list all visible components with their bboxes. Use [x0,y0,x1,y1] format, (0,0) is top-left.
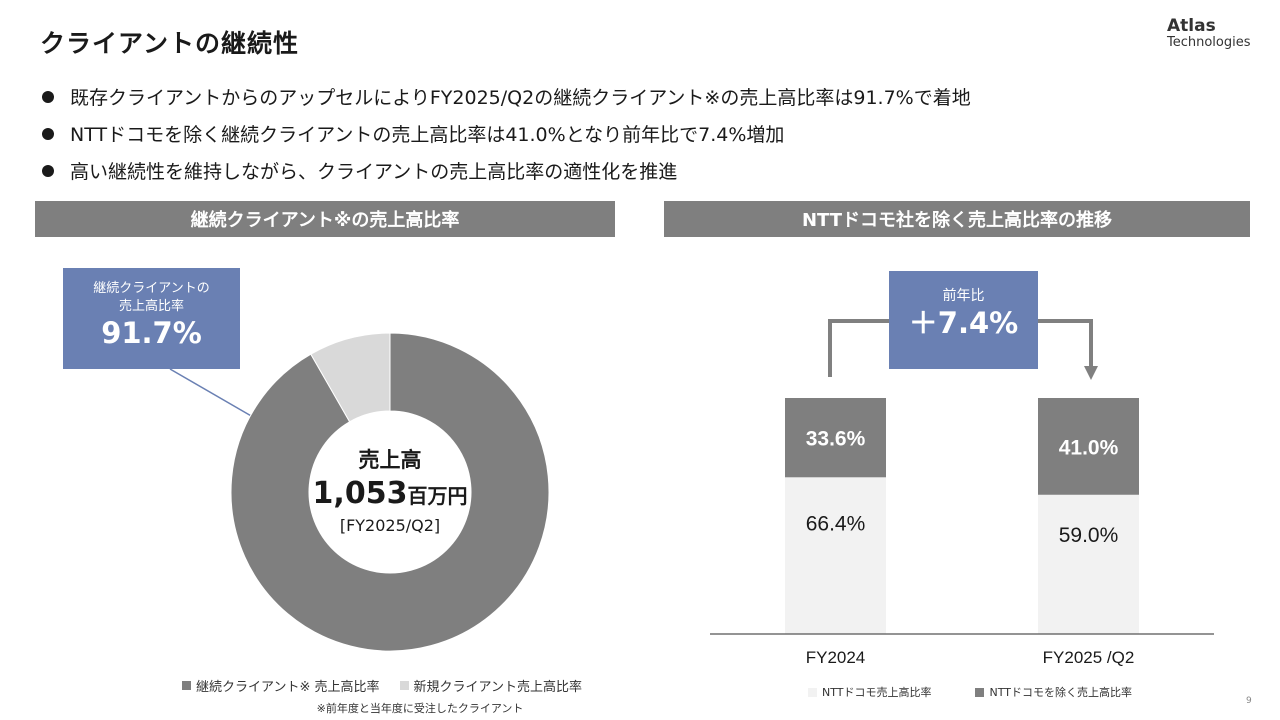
bullet-item: 高い継続性を維持しながら、クライアントの売上高比率の適性化を推進 [40,152,971,189]
legend-item-excl-docomo: NTTドコモを除く売上高比率 [975,684,1132,700]
callout-label-line-2: 売上高比率 [118,299,184,314]
yoy-value: ＋7.4% [908,306,1019,340]
yoy-label: 前年比 [942,288,985,304]
summary-bullets: 既存クライアントからのアップセルによりFY2025/Q2の継続クライアント※の売… [40,78,971,189]
callout-value: 91.7% [101,316,202,350]
bar-docomo-1 [1038,494,1139,634]
bullet-dot-icon [42,164,54,177]
center-value: 1,053百万円 [300,476,480,514]
legend-item-retained: 継続クライアント※ 売上高比率 [182,676,380,695]
bar-excl-docomo-1 [1038,398,1139,495]
donut-slice-1 [310,332,391,423]
bar-docomo-0 [785,477,886,634]
bar-label-docomo: 66.4% [806,513,866,536]
stacked-bar-chart: 33.6% 66.4% FY2024 41.0% 59.0% FY2025 /Q2 [785,398,1139,667]
x-tick-label: FY2025 /Q2 [1043,648,1135,667]
center-amount: 1,053 [312,476,408,511]
x-tick-label: FY2024 [806,648,866,667]
yoy-arrow-icon [828,319,1098,380]
left-chart-header: 継続クライアント※の売上高比率 [35,201,615,237]
bullet-text: 既存クライアントからのアップセルによりFY2025/Q2の継続クライアント※の売… [70,87,971,109]
legend-label: 継続クライアント※ 売上高比率 [196,680,380,695]
company-logo: Atlas Technologies [1167,16,1251,50]
logo-line-1: Atlas [1167,16,1216,36]
bar-label-excl-docomo: 33.6% [806,428,866,451]
page-title: クライアントの継続性 [40,29,300,58]
center-unit: 百万円 [407,484,468,508]
donut-legend: 継続クライアント※ 売上高比率 新規クライアント売上高比率 [182,676,602,695]
footnote: ※前年度と当年度に受注したクライアント [316,702,524,715]
bullet-item: 既存クライアントからのアップセルによりFY2025/Q2の継続クライアント※の売… [40,78,971,115]
bullet-text: 高い継続性を維持しながら、クライアントの売上高比率の適性化を推進 [70,161,678,183]
callout-leader-line [169,368,254,418]
bullet-dot-icon [42,127,54,140]
logo-line-2: Technologies [1167,34,1251,50]
bullet-item: NTTドコモを除く継続クライアントの売上高比率は41.0%となり前年比で7.4%… [40,115,971,152]
bar-label-docomo: 59.0% [1059,524,1119,547]
donut-slice-0 [230,332,550,652]
legend-swatch-icon [182,681,191,690]
yoy-callout: 前年比 ＋7.4% [889,271,1038,369]
right-chart-header: NTTドコモ社を除く売上高比率の推移 [664,201,1250,237]
donut-center-label: 売上高 1,053百万円 [FY2025/Q2] [300,444,480,538]
bullet-dot-icon [42,90,54,103]
center-period: [FY2025/Q2] [339,516,441,535]
legend-swatch-icon [399,681,409,690]
center-label: 売上高 [358,448,422,472]
legend-swatch-icon [808,687,817,697]
retention-callout: 継続クライアントの 売上高比率 91.7% [63,268,240,369]
bar-label-excl-docomo: 41.0% [1059,436,1119,459]
legend-label: NTTドコモ売上高比率 [822,686,932,699]
callout-label-line-1: 継続クライアントの [93,281,210,296]
bullet-text: NTTドコモを除く継続クライアントの売上高比率は41.0%となり前年比で7.4%… [70,124,785,146]
page-number: 9 [1246,696,1252,706]
donut-chart [230,332,550,652]
legend-item-new: 新規クライアント売上高比率 [399,676,582,695]
legend-label: NTTドコモを除く売上高比率 [989,686,1132,699]
legend-item-docomo: NTTドコモ売上高比率 [808,684,931,700]
bar-legend: NTTドコモ売上高比率 NTTドコモを除く売上高比率 [808,684,1152,700]
legend-label: 新規クライアント売上高比率 [413,680,582,695]
bar-excl-docomo-0 [785,398,886,478]
legend-swatch-icon [975,687,985,697]
